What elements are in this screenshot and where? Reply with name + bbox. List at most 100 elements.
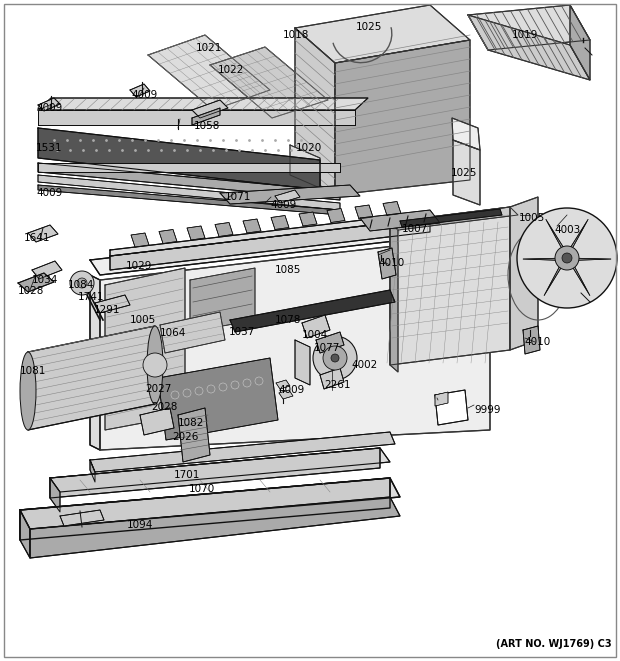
Polygon shape — [435, 390, 468, 425]
Text: 1077: 1077 — [314, 343, 340, 353]
Polygon shape — [50, 478, 60, 512]
Polygon shape — [220, 185, 360, 204]
Text: 1019: 1019 — [512, 30, 538, 40]
Polygon shape — [95, 295, 130, 313]
Polygon shape — [453, 140, 480, 205]
Polygon shape — [90, 275, 100, 450]
Text: (ART NO. WJ1769) C3: (ART NO. WJ1769) C3 — [497, 639, 612, 649]
Polygon shape — [400, 209, 502, 227]
Polygon shape — [20, 478, 400, 529]
Polygon shape — [299, 212, 317, 226]
Text: 2027: 2027 — [145, 384, 171, 394]
Text: 1025: 1025 — [356, 22, 383, 32]
Text: 1701: 1701 — [174, 470, 200, 480]
Text: 1022: 1022 — [218, 65, 244, 75]
Polygon shape — [30, 497, 400, 558]
Polygon shape — [192, 108, 220, 125]
Text: 1082: 1082 — [178, 418, 205, 428]
Text: 2026: 2026 — [172, 432, 198, 442]
Text: 2261: 2261 — [324, 380, 350, 390]
Polygon shape — [38, 98, 368, 110]
Text: 1081: 1081 — [20, 366, 46, 376]
Polygon shape — [390, 207, 518, 230]
Polygon shape — [130, 84, 150, 97]
Text: 1094: 1094 — [127, 520, 153, 530]
Polygon shape — [271, 215, 289, 229]
Polygon shape — [90, 215, 490, 275]
Text: 1037: 1037 — [229, 327, 255, 337]
Polygon shape — [187, 226, 205, 240]
Polygon shape — [38, 163, 340, 200]
Ellipse shape — [147, 326, 163, 404]
Polygon shape — [383, 202, 401, 215]
Polygon shape — [390, 207, 510, 365]
Text: 1021: 1021 — [196, 43, 223, 53]
Text: 1071: 1071 — [225, 192, 251, 202]
Text: 1531: 1531 — [36, 143, 63, 153]
Text: 1078: 1078 — [275, 315, 301, 325]
Polygon shape — [335, 40, 470, 195]
Polygon shape — [275, 190, 300, 203]
Text: 1064: 1064 — [160, 328, 187, 338]
Circle shape — [562, 253, 572, 263]
Polygon shape — [295, 28, 335, 195]
Polygon shape — [302, 315, 330, 338]
Polygon shape — [316, 332, 344, 353]
Polygon shape — [546, 219, 588, 258]
Text: ReplacementParts.com: ReplacementParts.com — [242, 297, 378, 311]
Text: 1084: 1084 — [68, 280, 94, 290]
Polygon shape — [60, 510, 104, 526]
Polygon shape — [20, 510, 30, 558]
Circle shape — [555, 246, 579, 270]
Polygon shape — [276, 380, 290, 389]
Polygon shape — [148, 35, 270, 110]
Circle shape — [143, 353, 167, 377]
Text: 2028: 2028 — [151, 402, 177, 412]
Polygon shape — [38, 175, 340, 210]
Polygon shape — [38, 98, 60, 111]
Circle shape — [331, 354, 339, 362]
Polygon shape — [18, 273, 54, 292]
Polygon shape — [523, 258, 567, 295]
Text: 1641: 1641 — [24, 233, 50, 243]
Text: 4009: 4009 — [278, 385, 304, 395]
Polygon shape — [105, 268, 185, 430]
Text: 4009: 4009 — [36, 188, 62, 198]
Text: 1005: 1005 — [130, 315, 156, 325]
Text: 1028: 1028 — [18, 286, 45, 296]
Polygon shape — [32, 261, 62, 279]
Text: 1034: 1034 — [32, 275, 58, 285]
Polygon shape — [90, 432, 395, 472]
Polygon shape — [523, 326, 540, 354]
Polygon shape — [38, 128, 320, 190]
Polygon shape — [100, 235, 490, 450]
Text: 4003: 4003 — [554, 225, 580, 235]
Text: 4009: 4009 — [36, 103, 62, 113]
Polygon shape — [510, 197, 538, 350]
Polygon shape — [90, 460, 95, 482]
Polygon shape — [468, 5, 590, 50]
Polygon shape — [178, 408, 210, 462]
Circle shape — [323, 346, 347, 370]
Polygon shape — [38, 110, 355, 125]
Polygon shape — [110, 218, 430, 270]
Polygon shape — [452, 118, 480, 150]
Text: 1007: 1007 — [402, 224, 428, 234]
Polygon shape — [290, 145, 320, 188]
Polygon shape — [279, 390, 293, 399]
Polygon shape — [131, 233, 149, 247]
Text: 1020: 1020 — [296, 143, 322, 153]
Polygon shape — [570, 5, 590, 80]
Polygon shape — [378, 248, 396, 279]
Text: 4009: 4009 — [131, 90, 157, 100]
Ellipse shape — [20, 352, 36, 430]
Polygon shape — [320, 368, 344, 389]
Polygon shape — [159, 229, 177, 243]
Text: 1085: 1085 — [275, 265, 301, 275]
Text: 1291: 1291 — [94, 305, 120, 315]
Polygon shape — [390, 222, 398, 372]
Polygon shape — [295, 340, 310, 385]
Polygon shape — [210, 47, 328, 118]
Polygon shape — [20, 478, 390, 540]
Text: 1025: 1025 — [451, 168, 477, 178]
